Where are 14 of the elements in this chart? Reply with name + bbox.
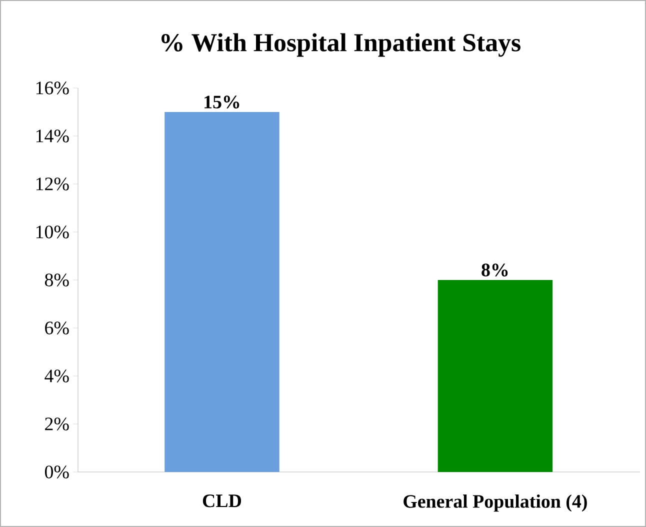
x-tick-label: CLD — [202, 494, 242, 508]
y-tick-label: 8% — [44, 274, 69, 286]
y-tick-label: 14% — [36, 130, 69, 142]
y-tick-label: 12% — [36, 178, 69, 190]
y-tick-label: 4% — [44, 370, 69, 382]
y-tick-label: 16% — [36, 82, 69, 94]
chart-title: % With Hospital Inpatient Stays — [162, 33, 520, 57]
y-tick-label: 2% — [45, 418, 69, 430]
y-tick-label: 6% — [45, 322, 69, 334]
y-tick-label: 0% — [44, 466, 69, 478]
x-tick-label: General Population (4) — [404, 494, 587, 512]
data-label: 15% — [204, 96, 240, 108]
y-tick-label: 10% — [36, 226, 69, 238]
data-label: 8% — [482, 264, 508, 276]
